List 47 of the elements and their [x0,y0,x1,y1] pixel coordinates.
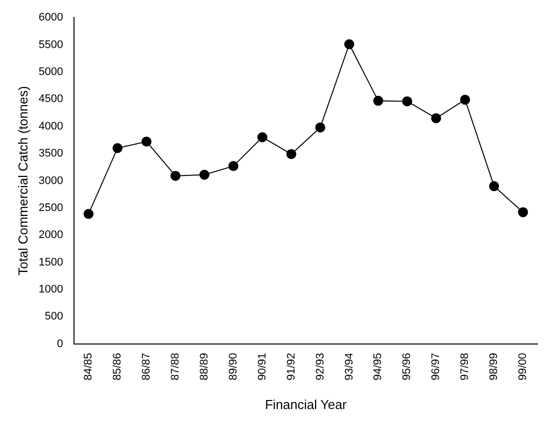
x-tick-label: 88/89 [198,352,210,380]
point [141,136,152,147]
y-tick-label: 6000 [38,12,64,24]
x-tick-label: 92/93 [314,352,326,380]
y-tick-label: 2500 [38,202,64,214]
x-tick-label: 89/90 [227,352,240,380]
point [344,39,354,50]
point [518,207,528,218]
x-tick-label: 87/88 [169,352,182,380]
x-tick-label: 90/91 [256,352,268,380]
x-tick-label: 91/92 [285,352,298,380]
point [402,96,412,106]
y-tick-label: 1500 [38,256,64,268]
x-tick-label: 93/94 [343,352,356,380]
point [170,170,180,181]
x-tick-label: 96/97 [430,352,442,380]
point [373,96,384,106]
y-tick-label: 4000 [38,120,64,132]
point [112,143,123,154]
y-tick-label: 2000 [38,229,64,242]
y-tick-label: 0 [56,338,64,350]
x-axis-title: Financial Year [264,396,348,412]
x-tick-label: 94/95 [372,352,384,380]
point [431,113,442,124]
point [460,94,470,105]
x-tick-label: 86/87 [140,352,153,380]
x-tick-label: 95/96 [401,352,414,380]
point [286,149,296,160]
point [199,170,210,180]
x-tick-label: 85/86 [112,352,124,380]
y-tick-label: 1000 [38,284,64,296]
x-tick-label: 98/99 [488,352,500,380]
x-tick-label: 84/85 [82,352,95,380]
point [84,208,94,219]
y-axis-title: Total Commercial Catch (tonnes) [15,86,30,276]
x-tick-label: 97/98 [459,352,472,380]
x-tick-label: 99/00 [517,352,530,380]
y-tick-label: 500 [44,310,64,323]
point [315,122,326,132]
point [257,132,268,142]
point [228,161,238,172]
y-tick-label: 5500 [38,38,64,51]
point [489,181,500,192]
y-tick-label: 3500 [38,148,64,160]
y-tick-label: 3000 [38,174,64,187]
y-tick-label: 5000 [38,66,64,78]
y-tick-label: 4500 [38,93,64,106]
